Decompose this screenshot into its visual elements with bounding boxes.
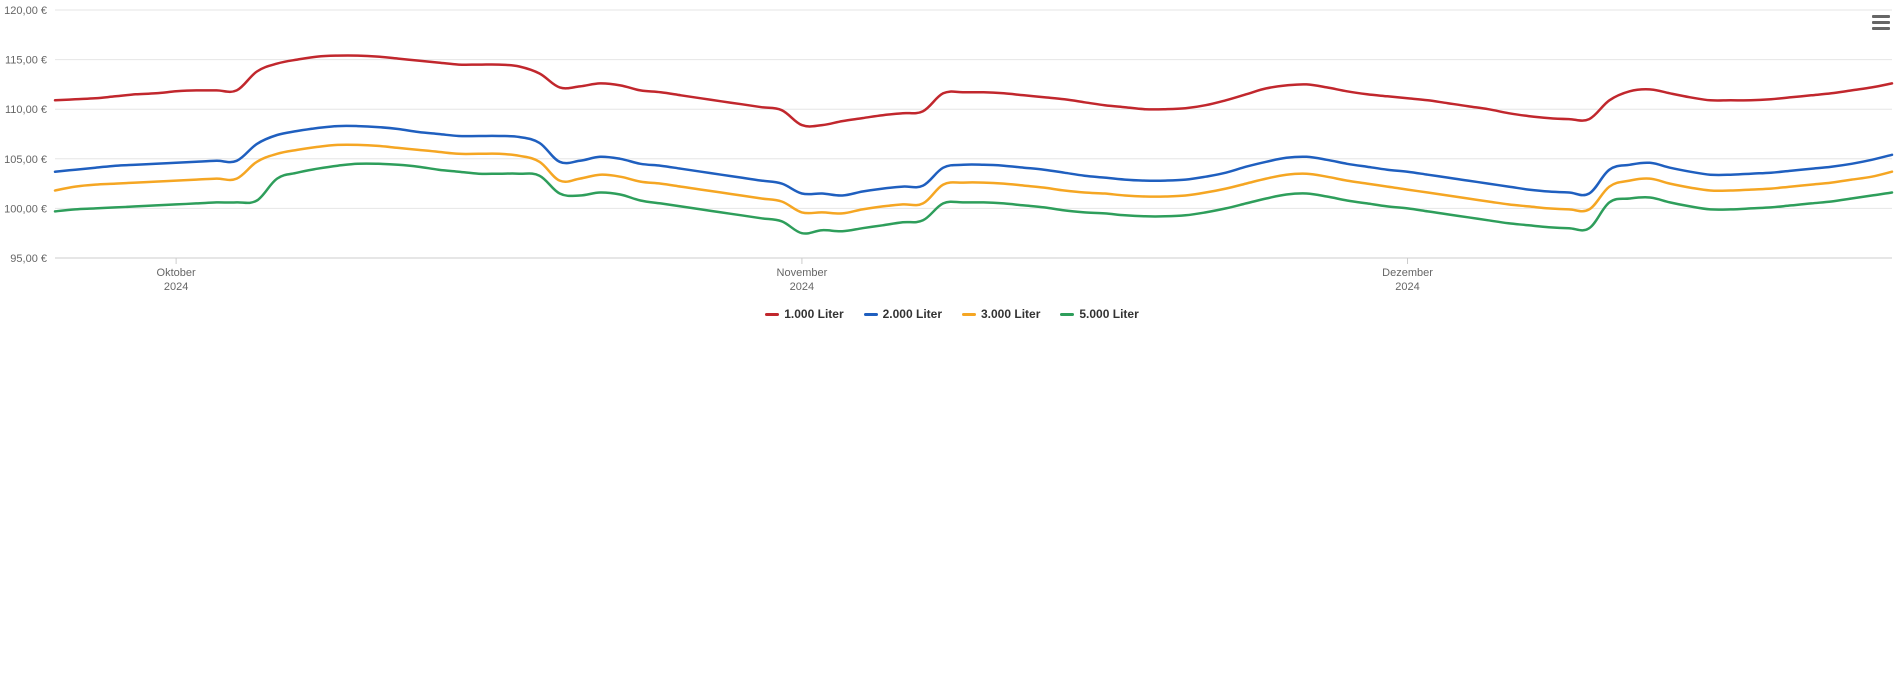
legend-label: 1.000 Liter: [784, 307, 843, 321]
legend-label: 5.000 Liter: [1079, 307, 1138, 321]
line-chart: 95,00 € 100,00 € 105,00 € 110,00 € 115,00 € 1…: [0, 0, 1904, 298]
x-tick-year: 2024: [1395, 281, 1419, 293]
x-tick-year: 2024: [790, 281, 814, 293]
legend: 1.000 Liter 2.000 Liter 3.000 Liter 5.000 L…: [0, 307, 1904, 321]
y-tick-label: 95,00 €: [10, 253, 47, 265]
legend-swatch: [765, 313, 779, 316]
series-line: [55, 164, 1892, 234]
legend-label: 2.000 Liter: [883, 307, 942, 321]
legend-item[interactable]: 2.000 Liter: [864, 307, 942, 321]
legend-swatch: [962, 313, 976, 316]
y-tick-label: 105,00 €: [4, 154, 47, 166]
x-tick-year: 2024: [164, 281, 188, 293]
y-tick-label: 120,00 €: [4, 5, 47, 17]
x-tick-month: Dezember: [1382, 267, 1433, 279]
chart-container: 95,00 € 100,00 € 105,00 € 110,00 € 115,00 € 1…: [0, 0, 1904, 321]
legend-swatch: [1060, 313, 1074, 316]
legend-item[interactable]: 1.000 Liter: [765, 307, 843, 321]
hamburger-icon[interactable]: [1872, 12, 1890, 33]
x-tick-month: November: [777, 267, 828, 279]
y-tick-label: 110,00 €: [5, 104, 47, 116]
series-line: [55, 126, 1892, 196]
y-tick-label: 100,00 €: [4, 203, 47, 215]
x-tick-month: Oktober: [157, 267, 196, 279]
legend-item[interactable]: 5.000 Liter: [1060, 307, 1138, 321]
legend-label: 3.000 Liter: [981, 307, 1040, 321]
legend-swatch: [864, 313, 878, 316]
y-tick-label: 115,00 €: [5, 55, 47, 67]
legend-item[interactable]: 3.000 Liter: [962, 307, 1040, 321]
series-line: [55, 56, 1892, 127]
